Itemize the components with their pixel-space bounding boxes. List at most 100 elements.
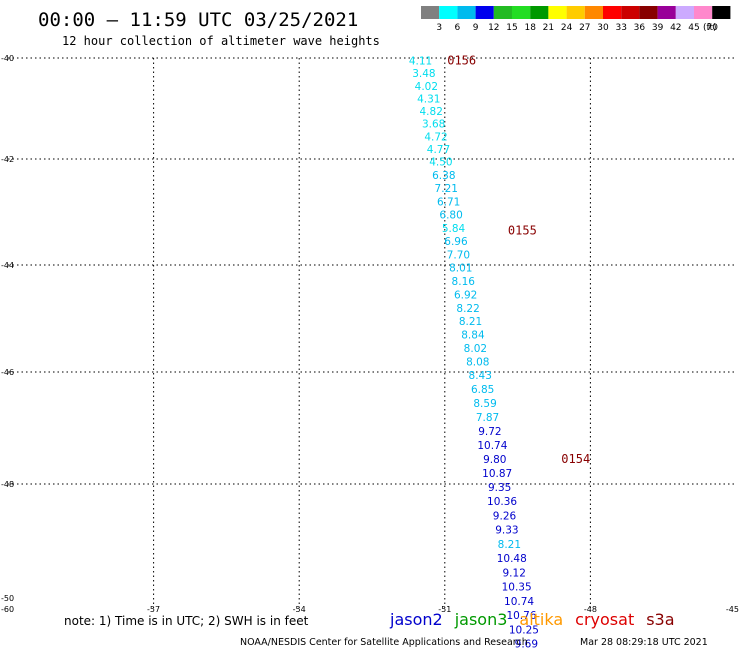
swh-points: 4.113.484.024.314.823.684.724.774.506.38… <box>409 56 539 650</box>
colorbar-swatch <box>493 6 512 19</box>
colorbar-label: 45 <box>688 23 699 33</box>
swh-point-label: 3.68 <box>422 119 445 131</box>
swh-point-label: 10.36 <box>487 496 517 508</box>
colorbar-label: 6 <box>455 23 461 33</box>
colorbar-label: 27 <box>579 23 590 33</box>
swh-point-label: 9.33 <box>495 525 518 537</box>
swh-point-label: 4.02 <box>415 81 438 93</box>
colorbar-swatch <box>584 6 603 19</box>
swh-point-label: 8.21 <box>459 316 482 328</box>
colorbar-label: 24 <box>561 23 573 33</box>
colorbar-swatch <box>439 6 458 19</box>
swh-point-label: 4.50 <box>429 157 452 169</box>
swh-point-label: 9.12 <box>503 567 526 579</box>
legend-s3a: s3a <box>646 610 674 629</box>
colorbar-swatch <box>512 6 531 19</box>
x-tick-label: -57 <box>147 605 160 614</box>
colorbar-label: 15 <box>506 23 517 33</box>
colorbar-label: 9 <box>473 23 479 33</box>
colorbar-swatch <box>694 6 713 19</box>
swh-point-label: 10.87 <box>482 468 512 480</box>
colorbar-swatch <box>712 6 731 19</box>
swh-point-label: 7.87 <box>476 412 499 424</box>
swh-point-label: 4.77 <box>427 144 450 156</box>
colorbar-swatch <box>548 6 567 19</box>
swh-point-label: 8.16 <box>452 276 476 288</box>
colorbar-label: 42 <box>670 23 681 33</box>
swh-point-label: 8.01 <box>449 263 472 275</box>
colorbar-swatch <box>530 6 549 19</box>
x-tick-label: -45 <box>726 605 739 614</box>
swh-point-label: 6.38 <box>432 170 455 182</box>
colorbar-label: 3 <box>436 23 442 33</box>
swh-point-label: 8.22 <box>456 303 479 315</box>
swh-point-label: 6.71 <box>437 196 460 208</box>
swh-point-label: 10.74 <box>477 440 507 452</box>
swh-point-label: 6.85 <box>471 384 494 396</box>
colorbar-swatch <box>421 6 440 19</box>
swh-point-label: 8.21 <box>498 539 521 551</box>
swh-point-label: 7.21 <box>435 183 458 195</box>
y-tick-label: -44 <box>1 261 14 270</box>
swh-point-label: 9.26 <box>493 510 517 522</box>
swh-point-label: 8.43 <box>469 370 492 382</box>
swh-point-label: 6.80 <box>439 210 462 222</box>
legend-jason3: jason3 <box>454 610 508 629</box>
y-tick-label: -50 <box>1 594 14 603</box>
swh-point-label: 7.70 <box>447 249 470 261</box>
swh-point-label: 6.92 <box>454 289 477 301</box>
swh-point-label: 4.82 <box>420 106 443 118</box>
y-tick-label: -48 <box>1 480 14 489</box>
swh-point-label: 9.72 <box>478 426 501 438</box>
swh-point-label: 9.69 <box>515 639 538 650</box>
swh-point-label: 4.72 <box>424 131 447 143</box>
swh-point-label: 8.02 <box>464 343 487 355</box>
y-tick-label: -42 <box>1 155 14 164</box>
swh-point-label: 5.84 <box>442 223 466 235</box>
x-axis-labels: -60 -57 -54 -51 -48 -45 <box>1 605 739 614</box>
y-tick-label: -40 <box>1 54 14 63</box>
colorbar-unit: (ft) <box>703 23 717 33</box>
colorbar-label: 33 <box>615 23 626 33</box>
footer-note: note: 1) Time is in UTC; 2) SWH is in fe… <box>64 614 309 628</box>
swh-point-label: 3.48 <box>412 68 435 80</box>
colorbar-label: 18 <box>524 23 536 33</box>
pass-time-label: 0156 <box>447 54 476 68</box>
swh-point-label: 10.74 <box>504 596 534 608</box>
x-tick-label: -48 <box>584 605 597 614</box>
swh-point-label: 8.84 <box>461 330 485 342</box>
satellite-legend: jason2 jason3 altika cryosat s3a <box>389 610 675 629</box>
swh-point-label: 10.48 <box>497 553 527 565</box>
pass-time-label: 0155 <box>508 224 537 238</box>
y-tick-label: -46 <box>1 368 14 377</box>
colorbar-swatch <box>457 6 476 19</box>
swh-point-label: 10.25 <box>509 624 539 636</box>
legend-altika: altika <box>519 610 563 629</box>
colorbar-label: 30 <box>597 23 609 33</box>
legend-jason2: jason2 <box>389 610 443 629</box>
colorbar-label: 12 <box>488 23 499 33</box>
x-tick-label: -51 <box>438 605 451 614</box>
swh-point-label: 9.80 <box>483 454 506 466</box>
chart-subtitle: 12 hour collection of altimeter wave hei… <box>62 34 380 48</box>
swh-color-scale: 3 6 9 12 15 18 21 24 27 30 33 36 39 42 45 70 <box>421 6 731 33</box>
x-tick-label: -54 <box>293 605 306 614</box>
footer-credit: NOAA/NESDIS Center for Satellite Applica… <box>240 637 528 648</box>
colorbar-label: 36 <box>634 23 646 33</box>
swh-point-label: 10.76 <box>506 610 536 622</box>
footer-timestamp: Mar 28 08:29:18 UTC 2021 <box>580 637 708 648</box>
colorbar-swatch <box>475 6 494 19</box>
colorbar-swatch <box>566 6 585 19</box>
x-tick-label: -60 <box>1 605 14 614</box>
colorbar-swatch <box>603 6 622 19</box>
pass-time-label: 0154 <box>561 452 590 466</box>
colorbar-swatch <box>639 6 658 19</box>
chart-title: 00:00 – 11:59 UTC 03/25/2021 <box>38 9 358 31</box>
swh-point-label: 4.11 <box>409 56 432 68</box>
y-axis-labels: -40 -42 -44 -46 -48 -50 <box>1 54 14 603</box>
swh-point-label: 6.96 <box>444 236 468 248</box>
colorbar-swatch <box>657 6 676 19</box>
colorbar-label: 70 <box>706 23 718 33</box>
plot-grid <box>8 57 736 608</box>
